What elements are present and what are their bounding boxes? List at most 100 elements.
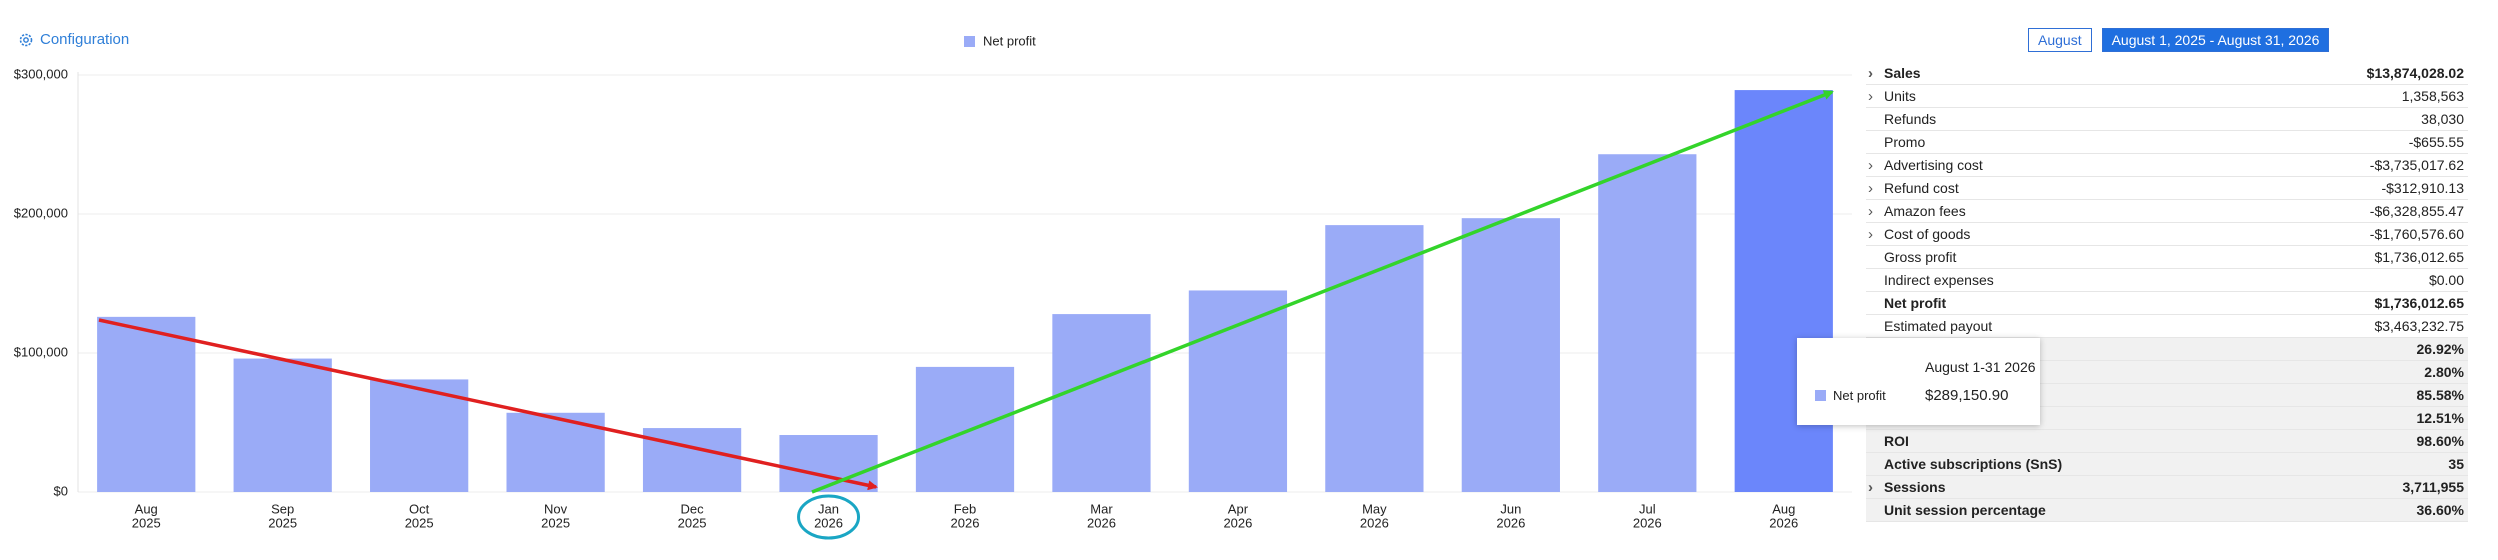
y-tick-label: $300,000: [14, 66, 68, 81]
x-tick-label: Jun: [1500, 501, 1521, 516]
summary-row: Estimated payout $3,463,232.75: [1866, 315, 2468, 338]
range-button[interactable]: August 1, 2025 - August 31, 2026: [2101, 28, 2330, 52]
x-tick-label: Oct: [409, 501, 430, 516]
row-label: Refunds: [1884, 111, 1937, 127]
x-tick-label: Feb: [954, 501, 976, 516]
row-label: Sales: [1884, 65, 1921, 81]
annotation-circle: [797, 494, 861, 540]
row-label: Advertising cost: [1884, 157, 1983, 173]
x-tick-label: 2026: [1496, 515, 1525, 530]
summary-row: ROI 98.60%: [1866, 430, 2468, 453]
row-label: Active subscriptions (SnS): [1884, 456, 2063, 472]
x-tick-label: Aug: [135, 501, 158, 516]
configuration-label: Configuration: [40, 31, 130, 48]
x-tick-label: 2025: [541, 515, 570, 530]
expand-chevron: ›: [1868, 87, 1873, 105]
expand-chevron: ›: [1868, 64, 1873, 82]
row-label: Refund cost: [1884, 180, 1959, 196]
expand-chevron: ›: [1868, 478, 1873, 496]
x-tick-label: 2026: [1087, 515, 1116, 530]
y-tick-label: $100,000: [14, 344, 68, 359]
row-value: 36.60%: [2416, 502, 2464, 518]
summary-row: Promo -$655.55: [1866, 131, 2468, 154]
row-value: $13,874,028.02: [2366, 65, 2464, 81]
row-label: Units: [1884, 88, 1916, 104]
bar: [1188, 290, 1288, 492]
summary-row[interactable]: › Units 1,358,563: [1866, 85, 2468, 108]
row-label: Unit session percentage: [1884, 502, 2046, 518]
row-value: 2.80%: [2424, 364, 2464, 380]
summary-row: Net profit $1,736,012.65: [1866, 292, 2468, 315]
x-tick-label: 2026: [814, 515, 843, 530]
summary-row: Active subscriptions (SnS) 35: [1866, 453, 2468, 476]
x-tick-label: 2026: [1223, 515, 1252, 530]
summary-row[interactable]: › Amazon fees -$6,328,855.47: [1866, 200, 2468, 223]
configuration-link[interactable]: Configuration: [18, 31, 129, 48]
row-label: Cost of goods: [1884, 226, 1971, 242]
tooltip-title: August 1-31 2026: [1925, 359, 2036, 375]
y-tick-label: $0: [54, 483, 68, 498]
gear-icon: [19, 33, 33, 46]
legend-label: Net profit: [983, 33, 1036, 48]
summary-row: Refunds 38,030: [1866, 108, 2468, 131]
row-value: -$6,328,855.47: [2369, 203, 2464, 219]
row-label: Estimated payout: [1884, 318, 1993, 334]
bar: [1325, 225, 1424, 492]
row-label: Amazon fees: [1884, 203, 1966, 219]
range-selector: August August 1, 2025 - August 31, 2026: [2028, 28, 2330, 52]
summary-row[interactable]: › Advertising cost -$3,735,017.62: [1866, 154, 2468, 177]
summary-row[interactable]: › Sessions 3,711,955: [1866, 476, 2468, 499]
row-label: Net profit: [1884, 295, 1947, 311]
x-tick-label: May: [1362, 501, 1387, 516]
row-value: 1,358,563: [2401, 88, 2464, 104]
x-tick-label: 2025: [268, 515, 297, 530]
x-tick-label: 2026: [1633, 515, 1662, 530]
x-tick-label: 2025: [678, 515, 707, 530]
x-tick-label: 2025: [132, 515, 161, 530]
bar: [97, 316, 196, 492]
x-tick-label: 2026: [1360, 515, 1389, 530]
summary-row: Gross profit $1,736,012.65: [1866, 246, 2468, 269]
row-label: Gross profit: [1884, 249, 1957, 265]
bar: [1734, 90, 1833, 492]
y-tick-label: $200,000: [14, 205, 68, 220]
row-value: -$655.55: [2408, 134, 2464, 150]
tooltip-value: $289,150.90: [1925, 387, 2009, 404]
x-tick-label: Jan: [818, 501, 839, 516]
expand-chevron: ›: [1868, 179, 1873, 197]
bar: [370, 379, 469, 492]
row-value: 38,030: [2421, 111, 2464, 127]
bar: [1461, 218, 1560, 493]
tooltip-swatch: [1815, 390, 1826, 401]
row-value: $0.00: [2428, 272, 2464, 288]
summary-table: › Sales $13,874,028.02 › Units 1,358,563 Refun…: [1866, 62, 2468, 522]
tooltip: August 1-31 2026 Net profit $289,150.90: [1797, 338, 2040, 425]
expand-chevron: ›: [1868, 225, 1873, 243]
row-value: 85.58%: [2416, 387, 2464, 403]
annotation-arrow: [98, 318, 878, 491]
row-label: ROI: [1884, 433, 1909, 449]
bar: [1598, 154, 1697, 493]
row-value: -$312,910.13: [2381, 180, 2464, 196]
period-button[interactable]: August: [2028, 28, 2092, 52]
x-tick-label: Mar: [1090, 501, 1113, 516]
row-value: 3,711,955: [2402, 479, 2464, 495]
row-label: Sessions: [1884, 479, 1946, 495]
row-value: $1,736,012.65: [2374, 295, 2464, 311]
summary-row: Unit session percentage 36.60%: [1866, 499, 2468, 522]
row-label: Promo: [1884, 134, 1926, 150]
row-value: $1,736,012.65: [2374, 249, 2464, 265]
expand-chevron: ›: [1868, 156, 1873, 174]
x-tick-label: Aug: [1772, 501, 1795, 516]
row-value: 12.51%: [2416, 410, 2464, 426]
summary-row[interactable]: › Cost of goods -$1,760,576.60: [1866, 223, 2468, 246]
x-tick-label: Dec: [681, 501, 705, 516]
summary-row[interactable]: › Refund cost -$312,910.13: [1866, 177, 2468, 200]
summary-row[interactable]: › Sales $13,874,028.02: [1866, 62, 2468, 85]
bar: [233, 358, 332, 492]
bar: [915, 366, 1015, 492]
legend-swatch: [964, 36, 975, 47]
summary-row: Indirect expenses $0.00: [1866, 269, 2468, 292]
x-tick-label: Sep: [271, 501, 294, 516]
